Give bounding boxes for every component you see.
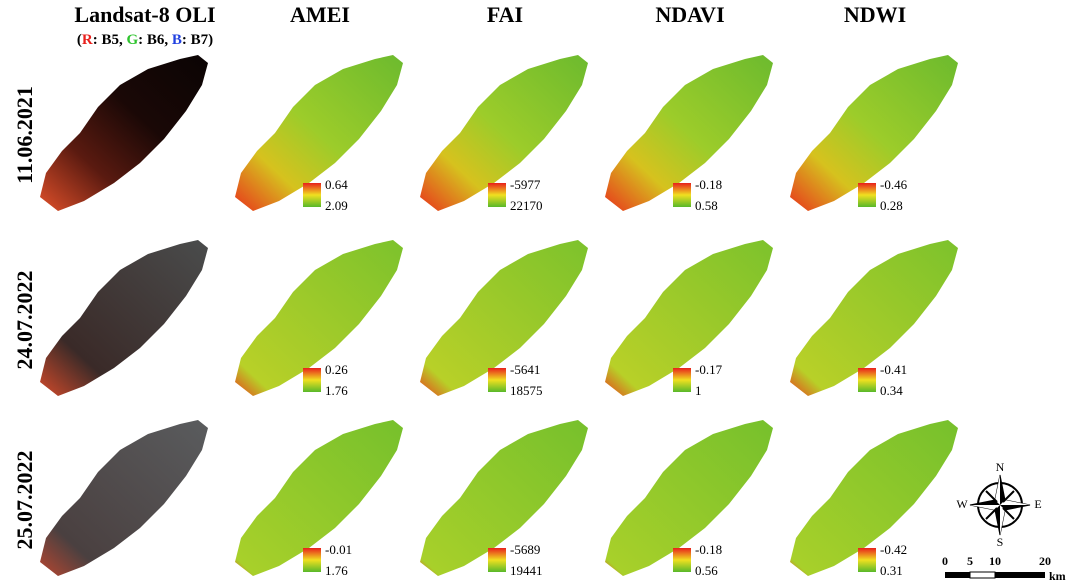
column-title: AMEI (290, 2, 350, 27)
compass-letter: W (956, 497, 968, 511)
legend-ramp (673, 183, 691, 207)
compass: N S E W (956, 460, 1041, 549)
map-grid: 0.64 2.09 -5977 22170 -0.18 0.58 -0.46 0.28 0.26… (40, 55, 958, 578)
legend-ramp (488, 368, 506, 392)
column-title: NDWI (844, 2, 906, 27)
compass-letter: S (997, 535, 1004, 549)
legend-ramp (488, 548, 506, 572)
column-title: Landsat-8 OLI (74, 2, 215, 27)
legend-ramp (673, 548, 691, 572)
subtitle-part: : B5, (93, 32, 127, 48)
legend-min: 1.76 (325, 383, 348, 398)
compass-letter: N (996, 460, 1005, 474)
legend-min: 1 (695, 383, 702, 398)
legend-max: -0.46 (880, 177, 908, 192)
legend-max: -5641 (510, 362, 540, 377)
rgb-map (40, 55, 208, 211)
column-title: NDAVI (655, 2, 724, 27)
scale-label: 20 (1039, 554, 1051, 568)
subtitle-part: B (172, 32, 182, 48)
legend-min: 2.09 (325, 198, 348, 213)
compass-letter: E (1034, 497, 1041, 511)
scale-label: 10 (989, 554, 1001, 568)
legend-max: -0.01 (325, 542, 352, 557)
row-date: 11.06.2021 (12, 86, 37, 184)
legend-max: -0.41 (880, 362, 907, 377)
subtitle-part: R (82, 32, 93, 48)
legend-ramp (858, 548, 876, 572)
legend-max: -0.17 (695, 362, 723, 377)
legend-ramp (858, 368, 876, 392)
legend-max: -0.18 (695, 542, 722, 557)
legend-min: 0.28 (880, 198, 903, 213)
legend-min: 19441 (510, 563, 543, 578)
legend-ramp (488, 183, 506, 207)
legend-ramp (858, 183, 876, 207)
legend-max: -5977 (510, 177, 541, 192)
figure: 0.64 2.09 -5977 22170 -0.18 0.58 -0.46 0.28 0.26… (0, 0, 1070, 586)
scale-label: 0 (942, 554, 948, 568)
rgb-map (40, 420, 208, 576)
subtitle-part: : B7) (182, 32, 213, 48)
row-date: 24.07.2022 (12, 271, 37, 370)
legend-min: 22170 (510, 198, 543, 213)
subtitle-part: : B6, (138, 32, 172, 48)
legend-ramp (303, 183, 321, 207)
subtitle-part: G (126, 32, 138, 48)
column-title: FAI (487, 2, 523, 27)
legend-min: 18575 (510, 383, 543, 398)
legend-min: 1.76 (325, 563, 348, 578)
band-subtitle: (R: B5, G: B6, B: B7) (77, 32, 213, 48)
legend-min: 0.31 (880, 563, 903, 578)
legend-ramp (303, 368, 321, 392)
scale-label: 5 (967, 554, 973, 568)
legend-ramp (303, 548, 321, 572)
legend-ramp (673, 368, 691, 392)
legend-min: 0.56 (695, 563, 718, 578)
legend-min: 0.34 (880, 383, 903, 398)
scale-unit: km (1049, 569, 1066, 583)
legend-max: -0.42 (880, 542, 907, 557)
legend-max: -5689 (510, 542, 540, 557)
legend-max: 0.26 (325, 362, 348, 377)
row-date: 25.07.2022 (12, 451, 37, 550)
legend-max: -0.18 (695, 177, 722, 192)
scale-bar (945, 572, 1045, 578)
legend-max: 0.64 (325, 177, 348, 192)
legend-min: 0.58 (695, 198, 718, 213)
rgb-map (40, 240, 208, 396)
